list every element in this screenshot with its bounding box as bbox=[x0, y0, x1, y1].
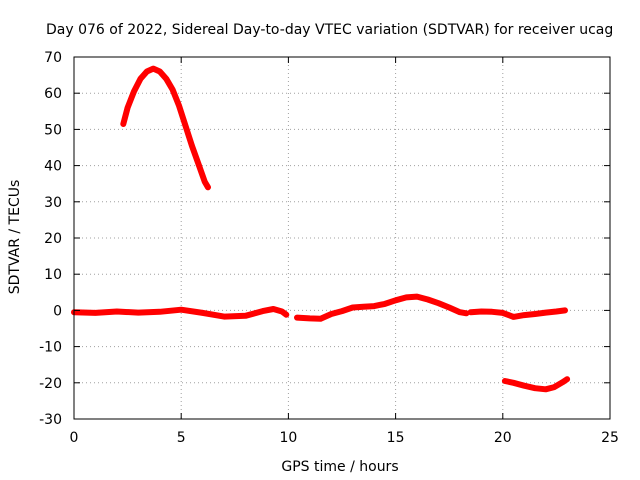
data-point bbox=[447, 305, 452, 310]
data-point bbox=[206, 185, 210, 190]
data-point bbox=[543, 387, 548, 392]
grid bbox=[74, 57, 610, 419]
y-tick-label: 10 bbox=[44, 267, 62, 283]
y-tick-label: 0 bbox=[53, 303, 62, 319]
data-point bbox=[132, 89, 137, 94]
data-point bbox=[543, 310, 548, 315]
series-layer bbox=[71, 65, 571, 393]
series-track-1 bbox=[120, 65, 211, 191]
data-point bbox=[271, 306, 276, 311]
series-track-4 bbox=[467, 307, 568, 320]
data-point bbox=[294, 315, 299, 320]
data-point bbox=[164, 76, 169, 81]
data-point bbox=[93, 310, 98, 315]
data-point bbox=[560, 380, 565, 385]
data-point bbox=[189, 143, 194, 148]
data-point bbox=[502, 378, 507, 383]
data-point bbox=[151, 66, 156, 71]
data-point bbox=[350, 305, 355, 310]
data-point bbox=[125, 105, 130, 110]
data-point bbox=[361, 304, 366, 309]
data-point bbox=[404, 295, 409, 300]
data-point bbox=[372, 304, 377, 309]
data-point bbox=[532, 386, 537, 391]
data-point bbox=[500, 310, 505, 315]
x-tick-label: 10 bbox=[279, 430, 297, 446]
data-point bbox=[196, 161, 201, 166]
y-tick-label: -30 bbox=[39, 412, 62, 428]
data-point bbox=[554, 309, 559, 314]
data-point bbox=[179, 307, 184, 312]
data-point bbox=[479, 309, 484, 314]
chart-title: Day 076 of 2022, Sidereal Day-to-day VTE… bbox=[46, 22, 613, 38]
data-point bbox=[114, 309, 119, 314]
data-point bbox=[552, 385, 557, 390]
data-point bbox=[136, 310, 141, 315]
y-tick-label: -10 bbox=[39, 340, 62, 356]
data-point bbox=[415, 294, 420, 299]
y-tick-label: 30 bbox=[44, 195, 62, 211]
x-tick-label: 5 bbox=[177, 430, 186, 446]
data-point bbox=[562, 308, 567, 313]
x-tick-label: 15 bbox=[387, 430, 405, 446]
data-point bbox=[382, 301, 387, 306]
x-tick-label: 25 bbox=[601, 430, 619, 446]
data-point bbox=[393, 298, 398, 303]
data-point bbox=[170, 87, 175, 92]
data-point bbox=[202, 179, 207, 184]
data-point bbox=[243, 313, 248, 318]
data-point bbox=[200, 310, 205, 315]
series-track-3 bbox=[294, 293, 470, 322]
data-point bbox=[436, 301, 441, 306]
data-point bbox=[457, 310, 462, 315]
data-point bbox=[144, 69, 149, 74]
data-point bbox=[468, 310, 473, 315]
x-axis-label: GPS time / hours bbox=[281, 459, 398, 475]
data-point bbox=[307, 316, 312, 321]
data-point bbox=[157, 309, 162, 314]
y-tick-label: 60 bbox=[44, 86, 62, 102]
y-tick-label: 40 bbox=[44, 159, 62, 175]
data-point bbox=[490, 309, 495, 314]
y-tick-label: 70 bbox=[44, 50, 62, 66]
data-point bbox=[340, 309, 344, 314]
data-point bbox=[532, 312, 537, 317]
data-point bbox=[279, 309, 284, 314]
data-point bbox=[329, 312, 334, 317]
data-point bbox=[183, 123, 188, 128]
data-point bbox=[177, 103, 182, 108]
y-tick-label: 50 bbox=[44, 122, 62, 138]
y-tick-label: -20 bbox=[39, 376, 62, 392]
x-tick-label: 20 bbox=[494, 430, 512, 446]
y-tick-label: 20 bbox=[44, 231, 62, 247]
data-point bbox=[138, 76, 143, 81]
data-point bbox=[222, 314, 227, 319]
data-point bbox=[565, 377, 570, 382]
data-point bbox=[318, 316, 323, 321]
data-point bbox=[511, 380, 516, 385]
data-point bbox=[425, 297, 430, 302]
x-tick-label: 0 bbox=[70, 430, 79, 446]
data-point bbox=[284, 312, 289, 317]
data-point bbox=[464, 311, 469, 316]
data-point bbox=[511, 314, 516, 319]
data-point bbox=[121, 121, 126, 126]
data-point bbox=[260, 309, 265, 314]
data-point bbox=[522, 313, 527, 318]
y-axis-label: SDTVAR / TECUs bbox=[7, 180, 23, 295]
data-point bbox=[157, 69, 162, 74]
ticks: 0 5 10 15 20 25 -30 -20 -10 0 10 20 30 40 50 60 70 bbox=[39, 50, 619, 446]
data-point bbox=[522, 383, 527, 388]
